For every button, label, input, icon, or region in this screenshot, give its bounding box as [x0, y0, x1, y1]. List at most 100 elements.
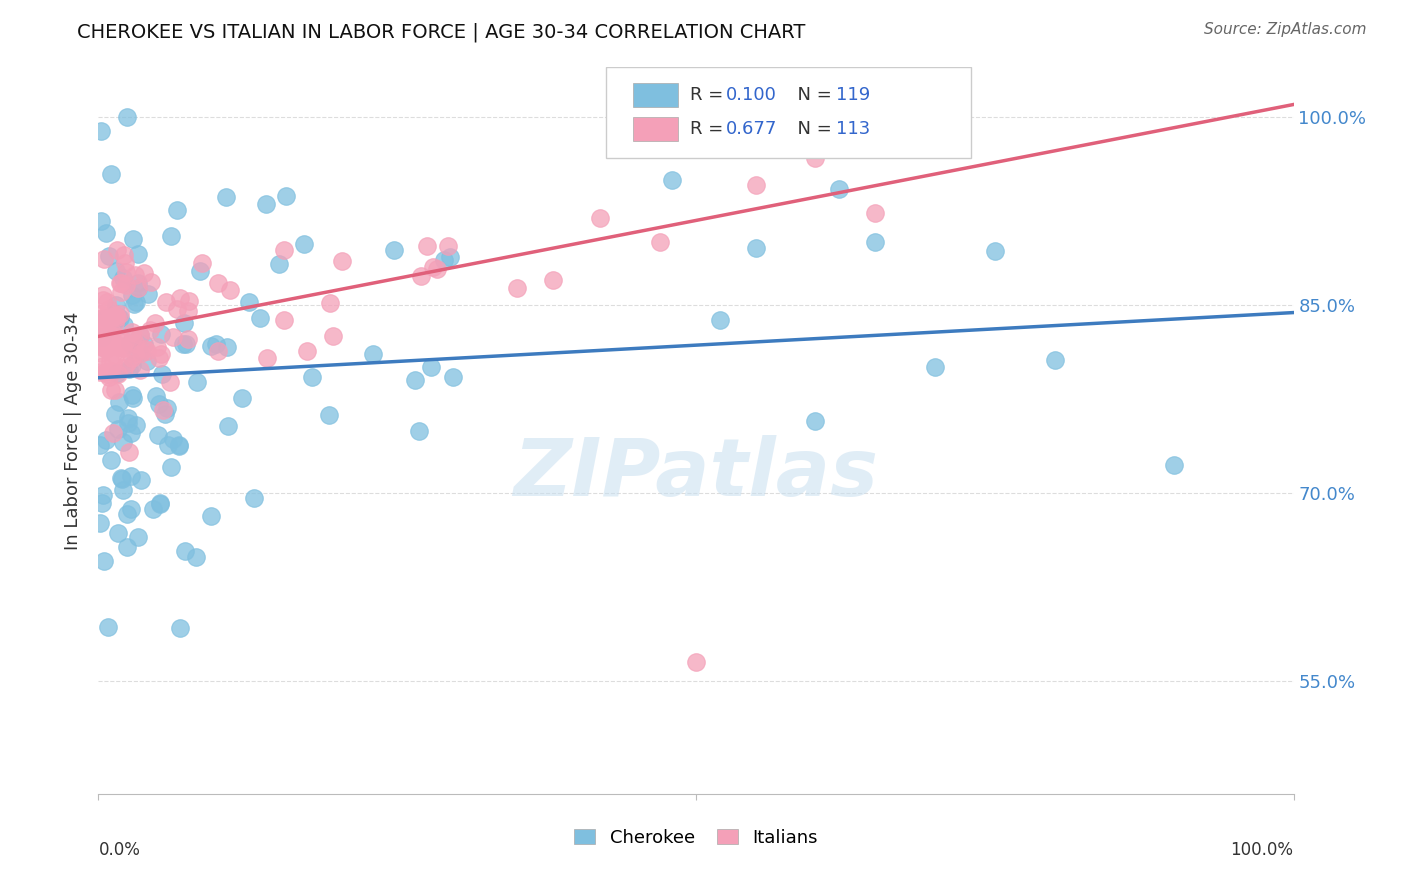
- Point: [96, 367, 118, 381]
- Point: [117, 540, 139, 554]
- Point: [115, 356, 138, 370]
- Point: [148, 351, 170, 365]
- Point: [96, 318, 118, 332]
- Point: [125, 294, 148, 309]
- Point: [318, 296, 340, 310]
- Point: [104, 264, 127, 278]
- Point: [112, 483, 135, 497]
- Point: [121, 232, 143, 246]
- Point: [94, 310, 117, 325]
- FancyBboxPatch shape: [633, 83, 678, 107]
- Point: [107, 330, 129, 344]
- Point: [129, 328, 152, 343]
- Point: [256, 351, 278, 365]
- Point: [127, 530, 149, 544]
- Point: [411, 268, 433, 283]
- Point: [152, 367, 174, 381]
- Point: [276, 189, 298, 203]
- Point: [117, 411, 139, 425]
- Point: [745, 241, 768, 255]
- Point: [177, 303, 200, 318]
- Point: [361, 346, 384, 360]
- Point: [1043, 353, 1066, 368]
- Point: [162, 432, 184, 446]
- Point: [100, 383, 122, 397]
- Point: [426, 262, 449, 277]
- Point: [292, 236, 315, 251]
- Point: [120, 335, 142, 350]
- Point: [89, 326, 111, 340]
- Point: [90, 339, 112, 353]
- Legend: Cherokee, Italians: Cherokee, Italians: [567, 822, 825, 854]
- Point: [173, 317, 195, 331]
- Point: [437, 239, 460, 253]
- Point: [174, 543, 197, 558]
- Point: [267, 257, 290, 271]
- Point: [219, 284, 242, 298]
- Point: [105, 366, 128, 380]
- Point: [439, 250, 461, 264]
- Point: [108, 310, 131, 325]
- Point: [177, 332, 200, 346]
- Point: [169, 621, 191, 635]
- Point: [94, 365, 117, 379]
- Point: [96, 295, 118, 310]
- Point: [89, 337, 111, 351]
- Point: [100, 364, 122, 378]
- Point: [318, 408, 340, 422]
- Point: [103, 335, 125, 350]
- Text: 0.100: 0.100: [725, 86, 776, 103]
- Point: [108, 307, 131, 321]
- Y-axis label: In Labor Force | Age 30-34: In Labor Force | Age 30-34: [65, 311, 83, 549]
- Point: [90, 214, 112, 228]
- Point: [89, 366, 111, 380]
- Point: [143, 316, 166, 330]
- Point: [136, 343, 159, 358]
- Point: [115, 265, 138, 279]
- Point: [104, 348, 127, 362]
- Point: [155, 295, 177, 310]
- Point: [96, 433, 118, 447]
- Point: [110, 470, 132, 484]
- Point: [709, 313, 731, 327]
- Point: [166, 203, 188, 218]
- Point: [149, 326, 172, 341]
- Point: [114, 335, 136, 350]
- Point: [121, 359, 143, 373]
- Point: [865, 205, 887, 219]
- Point: [112, 341, 135, 355]
- Point: [104, 298, 127, 312]
- Point: [685, 655, 707, 669]
- Point: [149, 347, 172, 361]
- Point: [114, 256, 136, 270]
- Point: [128, 363, 150, 377]
- Point: [107, 525, 129, 540]
- Point: [124, 347, 146, 361]
- Point: [93, 252, 115, 266]
- Point: [91, 310, 114, 325]
- Point: [94, 322, 117, 336]
- Point: [217, 418, 239, 433]
- Point: [127, 247, 149, 261]
- Point: [273, 313, 295, 327]
- Point: [804, 414, 827, 428]
- Text: 119: 119: [835, 86, 870, 103]
- Point: [148, 497, 170, 511]
- Point: [98, 310, 121, 324]
- Point: [135, 354, 157, 368]
- Point: [105, 308, 128, 322]
- Point: [100, 453, 122, 467]
- Point: [103, 316, 125, 330]
- Point: [166, 302, 188, 317]
- Point: [145, 389, 167, 403]
- Point: [134, 342, 156, 356]
- Point: [382, 243, 405, 257]
- Point: [89, 335, 111, 350]
- Point: [121, 288, 143, 302]
- Point: [188, 264, 211, 278]
- Point: [91, 340, 114, 354]
- Point: [207, 344, 229, 359]
- Point: [330, 254, 353, 268]
- Point: [90, 124, 112, 138]
- Point: [98, 354, 121, 368]
